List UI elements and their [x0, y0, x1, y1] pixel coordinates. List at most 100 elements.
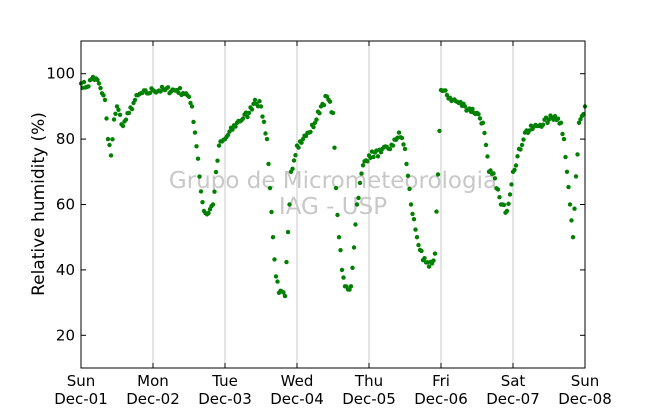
watermark-line-1: Grupo de Micrometeorologia	[169, 168, 497, 194]
data-point	[408, 202, 414, 207]
data-point	[98, 85, 103, 91]
data-point	[260, 114, 265, 119]
data-point	[165, 85, 171, 90]
data-point	[506, 201, 511, 206]
data-point	[335, 212, 340, 218]
data-point	[339, 267, 345, 273]
x-tick-label-day: Sat	[501, 372, 526, 390]
data-point	[513, 163, 519, 168]
data-point	[186, 94, 192, 100]
y-tick-label: 100	[46, 65, 75, 83]
data-point	[402, 146, 408, 152]
data-point	[399, 135, 405, 141]
data-point	[485, 154, 490, 159]
data-point	[110, 137, 115, 142]
data-point	[200, 200, 205, 205]
data-point	[240, 116, 246, 121]
data-point	[111, 117, 117, 122]
x-tick-label-day: Fri	[432, 372, 450, 390]
data-point	[563, 154, 568, 160]
data-point	[249, 107, 255, 112]
data-point	[332, 145, 337, 150]
data-point	[567, 202, 573, 207]
data-point	[108, 153, 114, 158]
data-point	[497, 195, 502, 200]
data-point	[114, 104, 120, 109]
data-point	[212, 189, 217, 194]
data-point	[545, 120, 550, 126]
data-point	[189, 104, 195, 109]
data-point	[95, 77, 100, 83]
data-point	[273, 274, 279, 279]
data-point	[357, 180, 363, 186]
data-point	[113, 111, 118, 117]
data-point	[378, 150, 384, 155]
x-tick-label-day: Sun	[571, 372, 600, 390]
data-point	[102, 97, 108, 103]
data-point	[132, 97, 138, 103]
data-point	[519, 142, 525, 148]
data-point	[435, 172, 441, 177]
data-point	[462, 104, 468, 109]
data-point	[266, 161, 271, 167]
data-point	[480, 120, 486, 126]
data-point	[578, 117, 583, 122]
data-point	[86, 84, 91, 89]
data-point	[270, 235, 276, 240]
data-point	[396, 130, 402, 135]
data-point	[215, 158, 220, 163]
data-point	[198, 189, 204, 194]
x-axis-ticks: SunDec-01MonDec-02TueDec-03WedDec-04ThuD…	[54, 41, 612, 408]
data-point	[123, 117, 129, 122]
x-tick-label-date: Dec-06	[414, 390, 468, 408]
data-point	[401, 142, 406, 147]
data-point	[434, 209, 439, 214]
data-point	[120, 123, 126, 129]
watermark: Grupo de Micrometeorologia IAG - USP	[169, 168, 497, 220]
data-point	[552, 114, 558, 119]
data-point	[216, 143, 222, 148]
data-point	[321, 102, 327, 108]
data-point	[213, 169, 219, 175]
data-point	[432, 251, 438, 256]
x-tick-label-day: Mon	[137, 372, 169, 390]
data-point	[488, 168, 493, 173]
data-point	[512, 167, 517, 173]
data-point	[291, 158, 297, 163]
x-tick-label-date: Dec-01	[54, 390, 108, 408]
data-point	[281, 290, 286, 295]
data-point	[518, 147, 523, 152]
x-tick-label-date: Dec-08	[558, 390, 612, 408]
x-tick-label-date: Dec-02	[126, 390, 180, 408]
data-point	[333, 185, 339, 191]
data-point	[416, 242, 421, 248]
data-point	[287, 202, 292, 207]
data-point	[272, 257, 277, 262]
x-tick-label-day: Wed	[281, 372, 314, 390]
data-point	[570, 235, 576, 240]
data-point	[258, 104, 264, 109]
data-point	[371, 154, 376, 160]
humidity-series	[78, 74, 588, 299]
y-axis-title: Relative humidity (%)	[29, 112, 49, 296]
data-point	[375, 154, 381, 159]
data-point	[558, 120, 564, 126]
data-point	[566, 184, 571, 190]
data-point	[261, 119, 267, 125]
data-point	[354, 202, 360, 207]
data-point	[405, 173, 411, 178]
data-point	[561, 136, 567, 142]
data-point	[504, 208, 510, 214]
data-point	[269, 209, 274, 215]
data-point	[191, 119, 196, 125]
data-point	[293, 153, 298, 158]
data-point	[330, 110, 336, 116]
data-point	[296, 145, 301, 150]
x-tick-label-date: Dec-05	[342, 390, 396, 408]
data-point	[129, 106, 135, 112]
data-point	[147, 90, 153, 96]
data-point	[338, 248, 343, 253]
data-point	[387, 146, 393, 152]
data-point	[411, 217, 417, 222]
data-point	[188, 100, 193, 106]
